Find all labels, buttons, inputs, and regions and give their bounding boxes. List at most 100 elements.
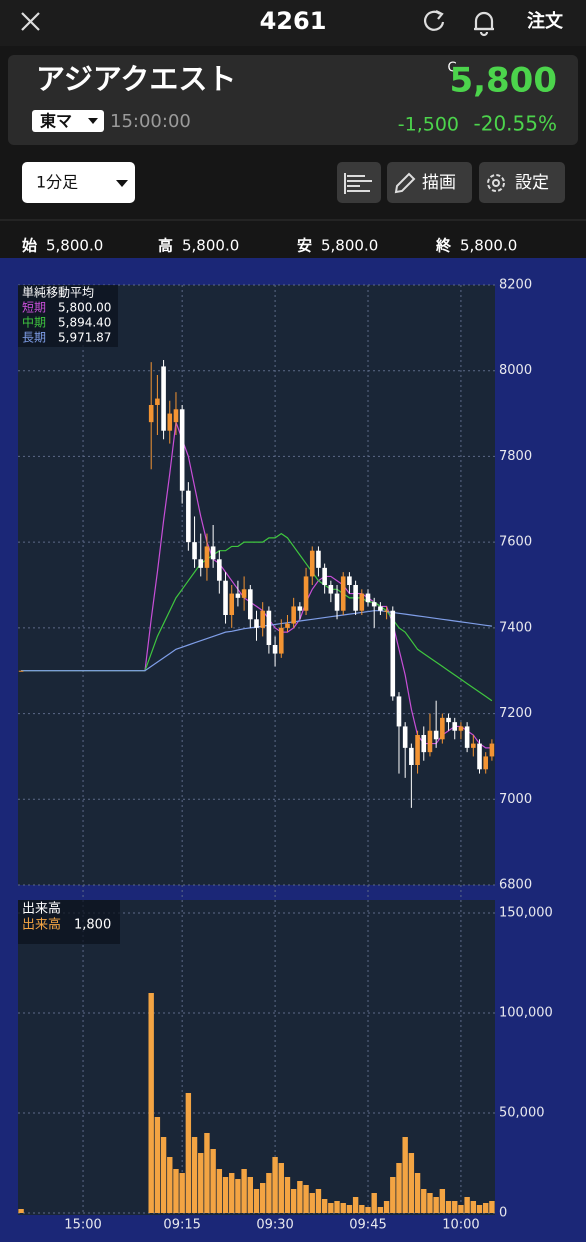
candle-body bbox=[353, 585, 358, 611]
order-button[interactable]: 注文 bbox=[527, 10, 564, 32]
candle-body bbox=[173, 409, 179, 423]
volume-bar bbox=[309, 1193, 315, 1213]
volume-bar bbox=[247, 1177, 254, 1213]
volume-bar bbox=[377, 1207, 384, 1213]
candle-body bbox=[458, 726, 464, 731]
legend-value: 5,894.40 bbox=[58, 316, 111, 330]
volume-bar bbox=[365, 1207, 371, 1213]
settings-label: 設定 bbox=[515, 173, 549, 193]
candle-body bbox=[204, 546, 210, 568]
volume-bar bbox=[154, 1117, 161, 1213]
top-bar bbox=[0, 0, 586, 46]
candle-body bbox=[198, 559, 204, 568]
refresh-button[interactable] bbox=[424, 10, 445, 31]
volume-bar bbox=[340, 1203, 346, 1213]
candle-body bbox=[427, 730, 433, 753]
candle-body bbox=[186, 490, 191, 543]
plot-layer: 15:00 09:15 09:30 09:45 10:00 6800 7000 7200 740… bbox=[18, 278, 553, 1233]
volume-bar bbox=[433, 1197, 439, 1213]
volume-bar bbox=[278, 1163, 284, 1213]
volume-bar bbox=[445, 1201, 452, 1213]
volume-bar bbox=[359, 1205, 365, 1213]
candle-body bbox=[396, 696, 402, 727]
legend-name: 短期 bbox=[22, 301, 46, 315]
candle-body bbox=[161, 366, 166, 431]
legend-value: 5,800.00 bbox=[58, 301, 111, 315]
volume-bar bbox=[396, 1163, 402, 1213]
volume-bar bbox=[241, 1169, 247, 1213]
volume-bar bbox=[259, 1183, 266, 1213]
volume-bar bbox=[216, 1169, 223, 1213]
y-tick-label: 7600 bbox=[499, 535, 532, 550]
candle-body bbox=[489, 743, 495, 757]
x-tick-label: 15:00 bbox=[64, 1218, 101, 1233]
candle-body bbox=[229, 593, 235, 615]
y-tick-label: 50,000 bbox=[499, 1106, 545, 1121]
candle-body bbox=[291, 606, 296, 624]
volume-bar bbox=[346, 1205, 353, 1213]
volume-bar bbox=[204, 1133, 210, 1213]
settings-button[interactable] bbox=[479, 162, 565, 203]
volume-legend-box bbox=[18, 900, 120, 944]
ohlc-label: 安 bbox=[297, 237, 312, 255]
candle-body bbox=[483, 756, 489, 770]
volume-bar bbox=[167, 1157, 173, 1213]
candle-body bbox=[260, 610, 265, 628]
candle-body bbox=[409, 747, 414, 765]
x-tick-label: 09:30 bbox=[256, 1218, 293, 1233]
candle-body bbox=[266, 610, 272, 645]
dropdown-arrow bbox=[116, 180, 128, 187]
pencil-icon bbox=[394, 172, 416, 194]
legend-name: 出来高 bbox=[22, 917, 61, 933]
indicator-button[interactable] bbox=[337, 162, 381, 203]
candle-body bbox=[433, 730, 439, 740]
volume-bar bbox=[185, 1093, 192, 1213]
volume-bar bbox=[439, 1189, 446, 1213]
volume-bar bbox=[452, 1201, 458, 1213]
y-tick-label: 100,000 bbox=[499, 1006, 553, 1021]
candle-body bbox=[347, 576, 352, 585]
volume-bar bbox=[229, 1173, 235, 1213]
candle-body bbox=[452, 722, 458, 731]
candle-body bbox=[285, 623, 290, 628]
candle-body bbox=[254, 619, 259, 628]
volume-bar bbox=[402, 1137, 408, 1213]
candle-body bbox=[464, 726, 470, 748]
volume-bar bbox=[328, 1203, 334, 1213]
candle-body bbox=[179, 409, 185, 491]
list-icon bbox=[344, 173, 372, 194]
volume-bar bbox=[390, 1177, 396, 1213]
draw-button[interactable] bbox=[387, 162, 472, 203]
volume-bar bbox=[458, 1205, 464, 1213]
volume-bar bbox=[421, 1189, 427, 1213]
y-tick-label: 7000 bbox=[499, 792, 532, 807]
candle-body bbox=[402, 726, 408, 748]
volume-bar bbox=[476, 1205, 483, 1213]
volume-title: 出来高 bbox=[22, 901, 61, 917]
candle-body bbox=[278, 627, 284, 654]
candle-body bbox=[446, 717, 451, 723]
stock-name: アジアクエスト bbox=[36, 62, 236, 96]
price: 5,800 bbox=[449, 61, 557, 101]
legend-value: 5,971.87 bbox=[58, 331, 111, 345]
ohlc-label: 終 bbox=[435, 237, 452, 255]
candle-body bbox=[223, 580, 228, 615]
price-plot bbox=[18, 285, 495, 885]
candle-body bbox=[18, 670, 24, 672]
dropdown-arrow bbox=[88, 118, 98, 124]
interval-select[interactable] bbox=[22, 162, 135, 203]
stock-card bbox=[8, 55, 578, 145]
alert-button[interactable] bbox=[474, 11, 494, 37]
volume-bar bbox=[470, 1201, 477, 1213]
market-select[interactable] bbox=[32, 110, 104, 132]
y-tick-label: 7800 bbox=[499, 449, 532, 464]
market: 東マ bbox=[40, 112, 72, 131]
volume-bar bbox=[414, 1173, 421, 1213]
volume-bar bbox=[160, 1137, 167, 1213]
candle-body bbox=[248, 589, 253, 620]
candle-body bbox=[297, 606, 303, 611]
x-tick-label: 09:15 bbox=[163, 1218, 200, 1233]
close-button[interactable] bbox=[21, 12, 40, 31]
candle-body bbox=[309, 550, 315, 577]
